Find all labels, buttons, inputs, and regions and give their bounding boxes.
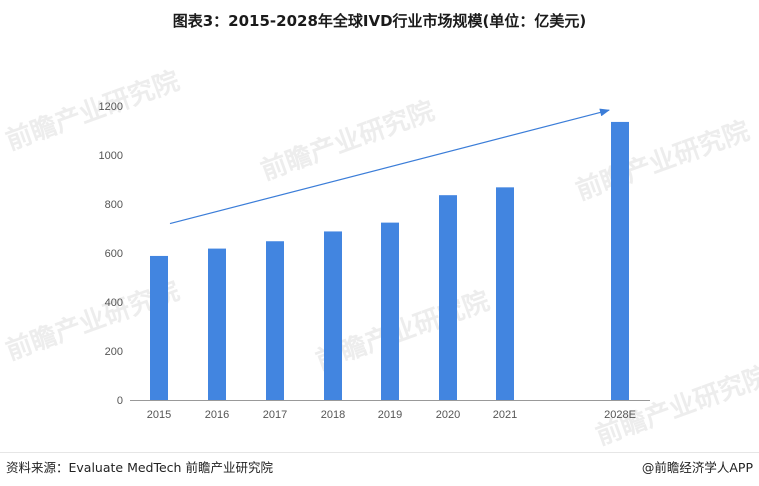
x-tick-label: 2019 xyxy=(378,409,402,421)
watermark-text: 前瞻产业研究院 xyxy=(572,115,754,206)
bar-2018 xyxy=(324,231,342,400)
y-tick-label: 600 xyxy=(105,248,123,260)
footer: 资料来源：Evaluate MedTech 前瞻产业研究院 @前瞻经济学人APP xyxy=(6,457,753,475)
brand-text: @前瞻经济学人APP xyxy=(641,460,753,475)
y-tick-label: 1200 xyxy=(99,101,123,113)
chart-title: 图表3：2015-2028年全球IVD行业市场规模(单位：亿美元) xyxy=(172,12,587,30)
y-tick-label: 400 xyxy=(105,297,123,309)
source-text: 资料来源：Evaluate MedTech 前瞻产业研究院 xyxy=(6,460,273,475)
x-tick-label: 2016 xyxy=(205,409,229,421)
bar-2020 xyxy=(439,195,457,400)
bar-2016 xyxy=(208,248,226,400)
x-tick-label: 2017 xyxy=(263,409,287,421)
bars-layer xyxy=(150,121,629,401)
x-axis-ticks: 2015 2016 2017 2018 2019 2020 2021 2028E xyxy=(147,409,636,421)
x-tick-label: 2018 xyxy=(321,409,345,421)
y-tick-label: 1000 xyxy=(99,150,123,162)
x-tick-label: 2028E xyxy=(604,409,636,421)
y-axis-ticks: 0 200 400 600 800 1000 1200 xyxy=(99,101,123,407)
bar-2019 xyxy=(381,222,399,400)
trend-arrow xyxy=(169,108,610,225)
x-tick-label: 2020 xyxy=(436,409,460,421)
watermark-text: 前瞻产业研究院 xyxy=(257,95,439,186)
y-tick-label: 200 xyxy=(105,346,123,358)
bar-2015 xyxy=(150,255,168,400)
bar-2028E xyxy=(611,121,629,401)
x-tick-label: 2021 xyxy=(493,409,517,421)
bar-2021 xyxy=(496,187,514,400)
footer-divider xyxy=(0,452,759,453)
y-tick-label: 800 xyxy=(105,199,123,211)
y-tick-label: 0 xyxy=(117,395,123,407)
watermark-text: 前瞻产业研究院 xyxy=(2,65,184,156)
bar-2017 xyxy=(266,241,284,400)
x-tick-label: 2015 xyxy=(147,409,171,421)
